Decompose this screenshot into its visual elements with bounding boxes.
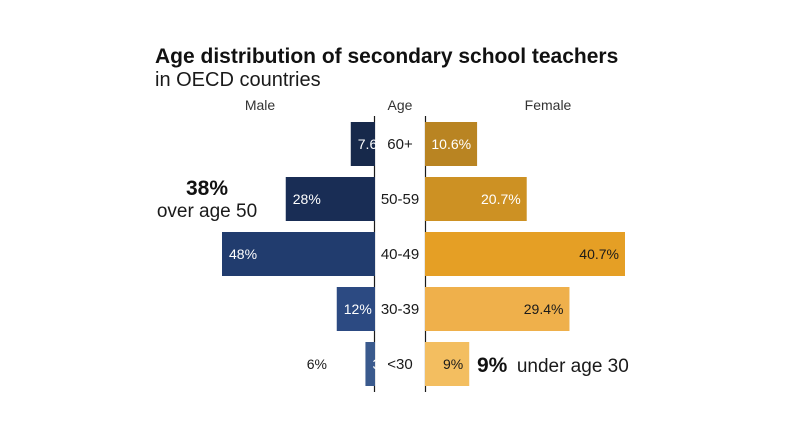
male-value-label: 12% <box>344 301 372 317</box>
male-bar-5059 <box>285 177 375 221</box>
female-bar-30 <box>425 342 470 386</box>
female-value-label: 40.7% <box>579 246 619 262</box>
female-value-label: 10.6% <box>431 136 471 152</box>
left-callout-text: over age 50 <box>157 201 257 222</box>
male-value-label: 28% <box>293 191 321 207</box>
chart-subtitle: in OECD countries <box>155 69 321 91</box>
right-callout: 9% under age 30 <box>477 354 629 377</box>
female-value-label: 29.4% <box>524 301 564 317</box>
male-bar-4049 <box>222 232 375 276</box>
age-label-60: 60+ <box>387 136 413 153</box>
female-bar-60 <box>425 122 478 166</box>
female-value-label: 9% <box>443 356 463 372</box>
male-extra-label: 6% <box>307 356 327 372</box>
male-bar-60 <box>350 122 375 166</box>
female-header: Female <box>525 97 572 113</box>
male-bar-3039 <box>336 287 375 331</box>
male-value-label: 7.6% <box>358 136 390 152</box>
male-bar-30 <box>365 342 375 386</box>
female-value-label: 20.7% <box>481 191 521 207</box>
male-header: Male <box>245 97 276 113</box>
male-value-label: 48% <box>229 246 257 262</box>
age-label-3039: 30-39 <box>381 301 419 318</box>
female-bar-4049 <box>425 232 625 276</box>
age-header: Age <box>388 97 413 113</box>
right-callout-text: under age 30 <box>517 356 629 377</box>
age-label-5059: 50-59 <box>381 191 419 208</box>
age-label-30: <30 <box>387 356 412 373</box>
bars-layer: 7.6%60+ 10.6% 28% 50-59 20.7% 48% 40-49 40.7% 12… <box>222 122 625 386</box>
right-callout-value: 9% <box>477 354 508 377</box>
female-bar-5059 <box>425 177 527 221</box>
age-label-4049: 40-49 <box>381 246 419 263</box>
female-bar-3039 <box>425 287 570 331</box>
chart-title: Age distribution of secondary school tea… <box>155 45 618 68</box>
left-callout-value: 38% <box>186 177 228 200</box>
male-value-label: 3% <box>372 356 392 372</box>
